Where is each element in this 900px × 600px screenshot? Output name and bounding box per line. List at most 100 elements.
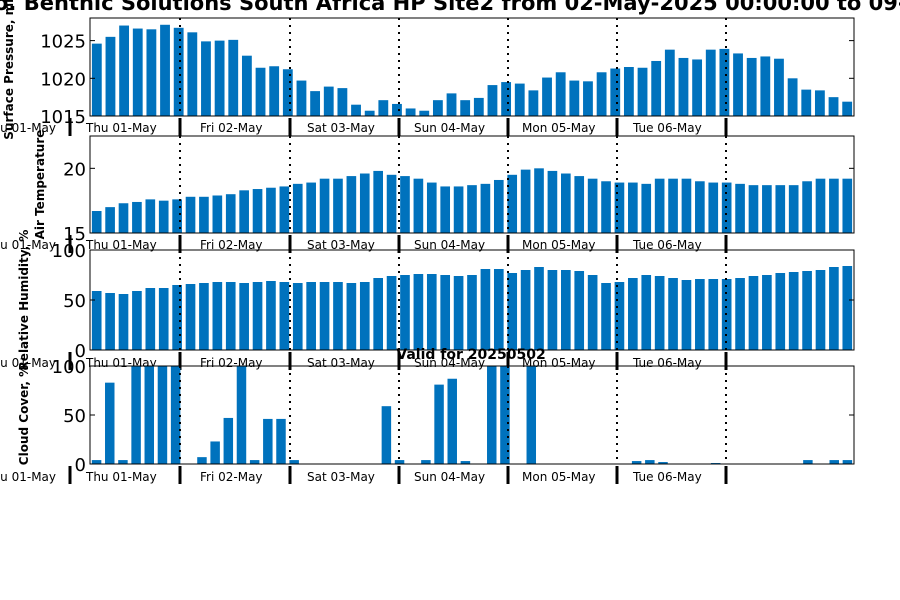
bar-p3-2	[118, 294, 129, 350]
bar-p3-6	[172, 285, 182, 350]
bar-p3-21	[373, 278, 383, 350]
bar-p2-15	[292, 183, 303, 233]
subtitle: Valid for 20250502	[396, 347, 545, 363]
bar-p2-2	[118, 203, 129, 233]
bar-p3-41	[641, 275, 652, 350]
bar-p2-53	[802, 181, 812, 233]
bar-p1-13	[269, 66, 280, 116]
ylabel-p4: Cloud Cover, %	[17, 365, 31, 465]
day-label-p4-4: Mon 05-May	[522, 470, 596, 484]
bar-p4-13	[263, 418, 273, 464]
day-label-clipped-p1: u 01-May	[0, 121, 56, 135]
bar-p4-8	[197, 457, 207, 464]
bar-p3-7	[185, 284, 196, 350]
bar-p3-36	[574, 271, 585, 350]
bar-p2-26	[440, 186, 451, 233]
bar-p2-5	[158, 200, 169, 233]
bar-p1-0	[91, 43, 102, 116]
plot-frame-2	[89, 135, 855, 234]
bar-p3-29	[480, 269, 491, 350]
bar-p3-50	[762, 275, 772, 350]
day-label-p2-4: Mon 05-May	[522, 238, 596, 252]
bar-p3-46	[708, 279, 719, 350]
day-label-p4-1: Fri 02-May	[200, 470, 263, 484]
bar-p2-56	[842, 178, 853, 233]
bar-p1-11	[241, 55, 252, 116]
bar-p1-7	[187, 32, 198, 116]
bar-p2-24	[413, 178, 424, 233]
day-label-p4-2: Sat 03-May	[307, 470, 375, 484]
bar-p4-11	[236, 366, 247, 464]
bar-p3-43	[668, 278, 678, 350]
bar-p2-51	[775, 185, 786, 233]
ytick-label-p1-1: 1020	[40, 69, 86, 90]
bar-p4-22	[381, 406, 392, 464]
bar-p3-37	[587, 275, 598, 350]
bar-p2-50	[762, 185, 772, 233]
ylabel-p1: Surface Pressure, mb	[2, 0, 16, 140]
bar-p4-31	[500, 366, 510, 464]
bar-p2-34	[547, 170, 558, 233]
day-label-p1-3: Sun 04-May	[414, 121, 485, 135]
bar-p1-54	[828, 97, 839, 116]
bar-p3-15	[292, 283, 303, 350]
bar-p3-34	[547, 270, 558, 350]
bar-p2-4	[145, 199, 156, 233]
bar-p2-28	[467, 185, 477, 233]
bar-p1-51	[787, 78, 798, 116]
ytick-label-p3-0: 0	[75, 341, 86, 362]
bar-p3-28	[467, 275, 477, 350]
bar-p1-23	[405, 108, 416, 116]
bar-p3-55	[829, 267, 839, 350]
bar-p2-25	[426, 182, 437, 233]
ytick-label-p2-1: 20	[63, 159, 86, 180]
bar-p1-46	[719, 48, 730, 116]
bar-p1-45	[705, 49, 716, 116]
ylabel-p3: Relative Humidity, %	[17, 230, 31, 371]
bar-p1-21	[378, 100, 389, 116]
bar-p1-33	[542, 77, 552, 116]
bar-p2-45	[695, 181, 705, 233]
bar-p3-20	[359, 282, 370, 350]
bar-p3-24	[413, 274, 424, 350]
bar-p2-1	[105, 207, 115, 233]
bar-p2-23	[400, 176, 410, 233]
day-label-p3-2: Sat 03-May	[307, 356, 375, 370]
bar-p2-12	[252, 189, 263, 233]
bar-p3-51	[775, 273, 786, 350]
bar-p1-1	[105, 36, 116, 116]
bar-p2-55	[829, 178, 839, 233]
day-label-p4-5: Tue 06-May	[632, 470, 702, 484]
bar-p2-22	[386, 174, 397, 233]
ytick-label-p1-2: 1025	[40, 32, 86, 53]
day-label-p1-5: Tue 06-May	[632, 121, 702, 135]
bar-p1-30	[501, 82, 512, 116]
bar-p2-33	[534, 168, 544, 233]
bar-p1-47	[733, 53, 743, 116]
bar-p3-33	[534, 267, 544, 350]
bar-p2-31	[507, 174, 518, 233]
bar-p2-0	[91, 211, 102, 233]
bar-p1-50	[774, 58, 784, 116]
bar-p1-3	[132, 28, 143, 116]
bar-p2-35	[561, 173, 571, 233]
day-label-p1-4: Mon 05-May	[522, 121, 596, 135]
bar-p2-38	[601, 181, 611, 233]
bar-p4-25	[421, 460, 431, 464]
bar-p1-40	[637, 67, 648, 116]
bar-p3-5	[158, 288, 169, 350]
bar-p4-30	[487, 366, 497, 464]
bar-p2-49	[748, 185, 759, 233]
bar-p1-17	[323, 86, 334, 116]
bar-p3-53	[802, 271, 812, 350]
bar-p4-12	[249, 460, 260, 464]
bar-p1-27	[460, 100, 471, 116]
bar-p1-12	[255, 67, 266, 116]
day-label-p1-2: Sat 03-May	[307, 121, 375, 135]
bar-p3-10	[225, 282, 236, 350]
bar-p3-13	[266, 281, 276, 350]
bar-p3-42	[654, 276, 665, 350]
bar-p3-56	[842, 266, 853, 350]
bar-p3-3	[132, 291, 142, 350]
